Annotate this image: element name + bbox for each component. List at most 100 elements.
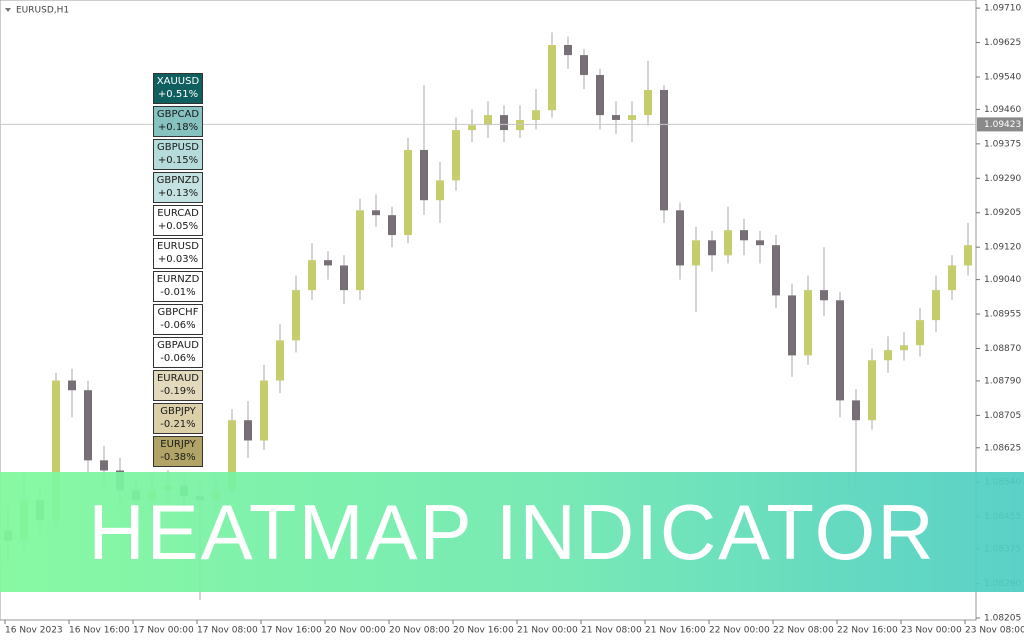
heatmap-panel: XAUUSD +0.51% GBPCAD +0.18% GBPUSD +0.15% GBPN… — [153, 73, 203, 469]
heatmap-symbol: GBPCAD — [156, 109, 200, 120]
heatmap-cell[interactable]: EURJPY -0.38% — [153, 436, 203, 467]
candle-body — [484, 115, 492, 126]
candle-body — [516, 119, 524, 131]
heatmap-cell[interactable]: EURNZD -0.01% — [153, 271, 203, 302]
candle-body — [372, 210, 380, 216]
candle-body — [532, 110, 540, 120]
heatmap-cell[interactable]: GBPJPY -0.21% — [153, 403, 203, 434]
heatmap-cell[interactable]: XAUUSD +0.51% — [153, 73, 203, 104]
candle-body — [884, 350, 892, 361]
heatmap-symbol: GBPUSD — [156, 142, 199, 153]
candle-body — [324, 260, 332, 266]
heatmap-symbol: EURNZD — [156, 274, 200, 285]
candle-body — [740, 230, 748, 241]
x-tick-label: 23 Nov 00:00 — [901, 626, 962, 636]
heatmap-change: -0.21% — [160, 419, 196, 430]
heatmap-cell[interactable]: EURAUD -0.19% — [153, 370, 203, 401]
candle-body — [436, 180, 444, 201]
candle-body — [676, 210, 684, 266]
heatmap-symbol: EURAUD — [156, 373, 200, 384]
candle-body — [612, 115, 620, 120]
candle-body — [580, 55, 588, 75]
candle-body — [868, 360, 876, 421]
heatmap-change: -0.19% — [160, 386, 196, 397]
y-tick-label: 1.09710 — [984, 4, 1021, 14]
x-tick-label: 17 Nov 08:00 — [197, 626, 258, 636]
y-tick-label: 1.08625 — [984, 443, 1021, 453]
y-tick-label: 1.08790 — [984, 376, 1021, 386]
candle-body — [452, 130, 460, 181]
heatmap-cell[interactable]: GBPNZD +0.13% — [153, 172, 203, 203]
candle-body — [388, 215, 396, 236]
candle-body — [836, 300, 844, 401]
candle-body — [468, 125, 476, 131]
y-tick-label: 1.08955 — [984, 310, 1021, 320]
candle-body — [260, 380, 268, 441]
x-tick-label: 16 Nov 2023 — [5, 626, 63, 636]
heatmap-cell[interactable]: GBPUSD +0.15% — [153, 139, 203, 170]
y-tick-label: 1.09375 — [984, 139, 1021, 149]
candle-body — [356, 210, 364, 291]
current-price-box — [977, 117, 1023, 132]
heatmap-cell[interactable]: GBPAUD -0.06% — [153, 337, 203, 368]
candle-body — [100, 460, 108, 471]
banner-title: HEATMAP INDICATOR — [88, 487, 936, 576]
x-tick-label: 16 Nov 16:00 — [69, 626, 130, 636]
heatmap-symbol: GBPJPY — [160, 406, 196, 417]
candle-body — [308, 260, 316, 291]
heatmap-change: +0.05% — [157, 221, 199, 232]
x-tick-label: 22 Nov 08:00 — [773, 626, 834, 636]
heatmap-symbol: EURCAD — [157, 208, 199, 219]
menu-arrow[interactable] — [5, 8, 11, 12]
x-tick-label: 20 Nov 08:00 — [389, 626, 450, 636]
heatmap-symbol: GBPCHF — [157, 307, 199, 318]
candle-body — [628, 115, 636, 120]
x-tick-label: 21 Nov 08:00 — [581, 626, 642, 636]
heatmap-change: -0.38% — [160, 452, 196, 463]
y-tick-label: 1.08205 — [984, 613, 1021, 623]
candle-body — [228, 420, 236, 491]
heatmap-symbol: XAUUSD — [156, 76, 200, 87]
candle-body — [500, 115, 508, 131]
heatmap-change: +0.18% — [157, 122, 199, 133]
candle-body — [420, 149, 428, 201]
heatmap-symbol: EURJPY — [160, 439, 196, 450]
heatmap-change: +0.51% — [157, 89, 199, 100]
candle-body — [84, 390, 92, 461]
heatmap-symbol: GBPNZD — [156, 175, 200, 186]
heatmap-change: -0.06% — [160, 353, 196, 364]
y-tick-label: 1.09205 — [984, 208, 1021, 218]
heatmap-cell[interactable]: EURUSD +0.03% — [153, 238, 203, 269]
candle-body — [292, 290, 300, 341]
heatmap-change: +0.03% — [157, 254, 199, 265]
heatmap-change: -0.01% — [160, 287, 196, 298]
candle-body — [804, 290, 812, 356]
heatmap-cell[interactable]: EURCAD +0.05% — [153, 205, 203, 236]
y-tick-label: 1.09460 — [984, 105, 1021, 115]
heatmap-change: +0.15% — [157, 155, 199, 166]
x-tick-label: 22 Nov 16:00 — [837, 626, 898, 636]
x-tick-label: 20 Nov 16:00 — [453, 626, 514, 636]
heatmap-change: -0.06% — [160, 320, 196, 331]
candle-body — [708, 240, 716, 256]
heatmap-cell[interactable]: GBPCHF -0.06% — [153, 304, 203, 335]
y-tick-label: 1.09540 — [984, 72, 1021, 82]
x-tick-label: 20 Nov 00:00 — [325, 626, 386, 636]
y-tick-label: 1.08705 — [984, 411, 1021, 421]
y-tick-label: 1.09040 — [984, 275, 1021, 285]
heatmap-change: +0.13% — [157, 188, 199, 199]
y-tick-label: 1.09290 — [984, 174, 1021, 184]
candle-body — [852, 400, 860, 421]
y-tick-label: 1.09625 — [984, 38, 1021, 48]
heatmap-cell[interactable]: GBPCAD +0.18% — [153, 106, 203, 137]
candle-body — [52, 380, 60, 521]
candle-body — [916, 320, 924, 346]
x-tick-label: 23 Nov 08:00 — [965, 626, 1024, 636]
x-tick-label: 22 Nov 00:00 — [709, 626, 770, 636]
candle-body — [660, 89, 668, 211]
x-tick-label: 17 Nov 16:00 — [261, 626, 322, 636]
candle-body — [772, 245, 780, 296]
y-tick-label: 1.08870 — [984, 344, 1021, 354]
candle-body — [964, 245, 972, 266]
